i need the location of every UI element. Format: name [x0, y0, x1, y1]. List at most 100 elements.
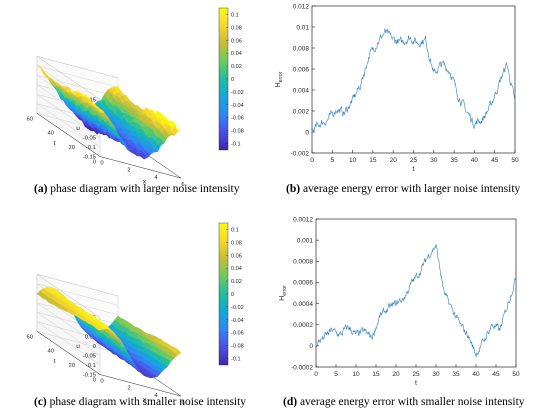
z-tick-label: -0.1: [86, 145, 96, 151]
panel-c-surface-plot: -0.15-0.1-0.0500.050.10.150246x0204060tu…: [27, 222, 244, 406]
plot-frame: [315, 218, 517, 368]
z-grid-line: [36, 56, 119, 100]
panel-a-surface-plot: -0.15-0.1-0.0500.050.10.150246x0204060tu…: [27, 7, 244, 188]
z-axis-label: u: [76, 343, 80, 350]
colorbar-tick-label: 0.02: [231, 279, 242, 285]
colorbar-tick-label: 0.1: [231, 12, 239, 18]
floor-edges: [36, 113, 182, 179]
t-tick-label: 40: [48, 131, 54, 137]
colorbar-tick-label: -0.02: [231, 90, 244, 96]
colorbar-tick-label: 0.04: [231, 51, 242, 57]
x-tick-label: 0: [310, 157, 314, 164]
x-tick-label: 30: [432, 371, 440, 378]
t-tick-label: 0: [93, 160, 96, 166]
colorbar-tick-label: 0.04: [231, 266, 242, 272]
z-tick-label: -0.15: [83, 155, 96, 161]
y-tick-label: 0.008: [293, 45, 310, 52]
z-tick-label: -0.05: [83, 136, 96, 142]
t-axis-label: t: [54, 140, 56, 147]
colorbar-tick-label: -0.02: [231, 305, 244, 311]
caption-b-tag: (b): [286, 183, 301, 195]
y-tick-label: 0.0008: [293, 259, 313, 266]
y-tick-label: -0.0002: [291, 364, 313, 371]
y-tick-label: 0.012: [293, 3, 310, 10]
x-tick-label: 40: [472, 371, 480, 378]
x-tick-label: 5: [334, 371, 338, 378]
t-tick-label: 20: [69, 145, 75, 151]
x-tick-label: 0: [314, 371, 318, 378]
panel-d-line-plot: 0 5 10 15 20 25 30 35 40 45 50-0.000200.00020.0004…: [279, 216, 520, 387]
x-axis-label: x: [143, 396, 147, 403]
panel-b-line-plot: 0 5 10 15 20 25 30 35 40 45 50-0.00200.0020.0040.0…: [275, 3, 519, 173]
caption-d-text: average energy error with smaller noise …: [297, 396, 525, 408]
caption-c-tag: (c): [34, 396, 47, 408]
colorbar-tick-label: 0.06: [231, 38, 242, 44]
colorbar-tick-label: -0.08: [231, 129, 244, 135]
x-tick-label: 2: [127, 386, 130, 392]
colorbar-tick-label: -0.04: [231, 318, 244, 324]
y-tick-label: 0.0002: [293, 322, 313, 329]
colorbar-tick-label: 0.06: [231, 253, 242, 259]
x-tick-label: 25: [412, 371, 420, 378]
colorbar-tick-label: -0.04: [231, 103, 244, 109]
data-series-line: [311, 28, 516, 133]
t-tick-label: 40: [48, 349, 54, 355]
z-axis-label: u: [76, 125, 80, 132]
x-tick-label: 45: [491, 157, 499, 164]
y-tick-label: 0.01: [296, 24, 309, 31]
t-axis-label: t: [54, 358, 56, 365]
colorbar-tick-label: -0.1: [231, 357, 241, 363]
colorbar-tick-label: 0.08: [231, 25, 242, 31]
z-tick-label: -0.15: [83, 373, 96, 379]
x-tick-label: 2: [127, 168, 130, 174]
x-tick-label: 4: [154, 393, 158, 399]
x-tick-label: 0: [100, 379, 103, 385]
t-tick-label: 0: [93, 378, 96, 384]
x-tick-label: 15: [372, 371, 380, 378]
x-tick-label: 6: [181, 182, 184, 188]
y-tick-label: 0: [305, 129, 309, 136]
y-tick-label: 0.0004: [293, 301, 313, 308]
x-tick-label: 50: [512, 371, 520, 378]
colorbar-tick-label: 0: [231, 292, 234, 298]
t-tick-label: 60: [27, 334, 33, 340]
x-tick-label: 6: [181, 400, 184, 406]
caption-c: (c) phase diagram with smaller noise int…: [34, 396, 246, 408]
x-tick-label: 35: [452, 371, 460, 378]
x-tick-label: 15: [369, 157, 377, 164]
caption-d-tag: (d): [283, 396, 298, 408]
x-tick-label: 25: [410, 157, 418, 164]
x-axis-label: x: [143, 178, 147, 185]
caption-a-text: phase diagram with larger noise intensit…: [47, 183, 240, 195]
caption-d: (d) average energy error with smaller no…: [283, 396, 525, 408]
caption-b-text: average energy error with larger noise i…: [300, 183, 521, 195]
colorbar-tick-label: -0.06: [231, 331, 244, 337]
y-tick-label: 0.0006: [293, 280, 313, 287]
x-tick-label: 35: [450, 157, 458, 164]
surface-patch: [174, 349, 182, 356]
y-tick-label: -0.002: [291, 150, 310, 157]
colorbar-tick-label: -0.1: [231, 142, 241, 148]
t-tick-label: 20: [69, 363, 75, 369]
z-tick-label: 0: [93, 344, 96, 350]
z-tick-label: 0.05: [85, 335, 96, 341]
x-tick-label: 4: [154, 175, 158, 181]
x-tick-label: 50: [511, 157, 519, 164]
colorbar-tick-label: -0.06: [231, 116, 244, 122]
t-tick-label: 60: [27, 116, 33, 122]
y-tick-label: 0.002: [293, 108, 310, 115]
x-tick-label: 40: [471, 157, 479, 164]
caption-a: (a) phase diagram with larger noise inte…: [34, 183, 239, 195]
x-tick-label: 20: [392, 371, 400, 378]
caption-b: (b) average energy error with larger noi…: [286, 183, 520, 195]
x-axis-label: t: [413, 166, 415, 173]
y-axis-label: Herror: [279, 285, 288, 301]
x-tick-label: 10: [352, 371, 360, 378]
colorbar-tick-label: -0.08: [231, 344, 244, 350]
y-tick-label: 0.0012: [293, 216, 313, 223]
y-tick-label: 0.006: [293, 66, 310, 73]
x-tick-label: 10: [349, 157, 357, 164]
colorbar-tick-label: 0.1: [231, 227, 239, 233]
caption-c-text: phase diagram with smaller noise intensi…: [46, 396, 247, 408]
